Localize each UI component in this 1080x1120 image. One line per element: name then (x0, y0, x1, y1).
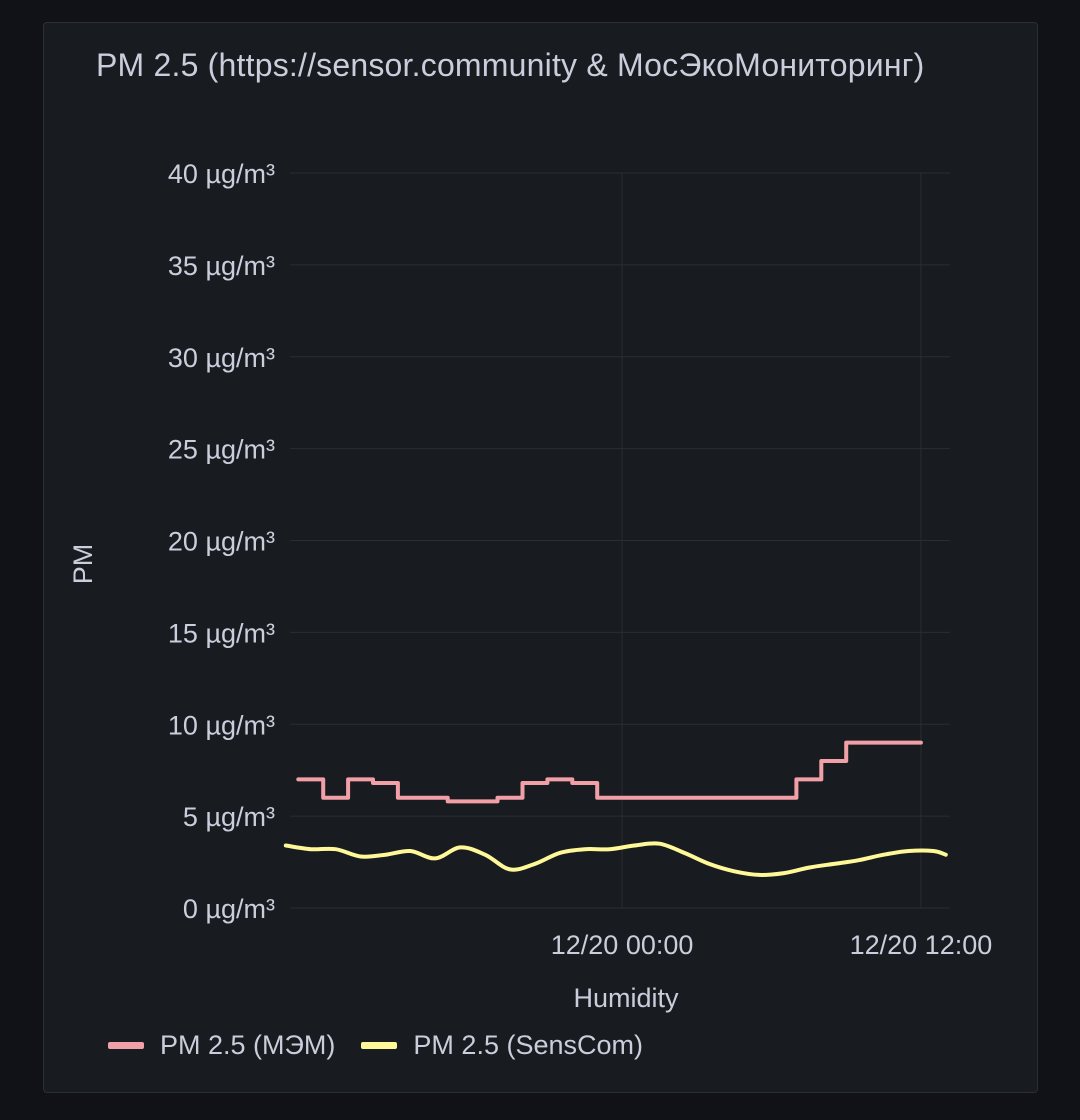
x-tick-label: 12/20 12:00 (850, 930, 993, 960)
x-axis-label: Humidity (573, 983, 679, 1013)
y-tick-label: 10 µg/m³ (168, 710, 275, 740)
y-tick-label: 20 µg/m³ (168, 527, 275, 557)
y-gridlines (290, 172, 950, 909)
legend: PM 2.5 (МЭМ) PM 2.5 (SensCom) (108, 1030, 643, 1061)
y-tick-labels: 0 µg/m³ 5 µg/m³ 10 µg/m³ 15 µg/m³ 20 µg/m³ 25… (168, 159, 275, 924)
y-tick-label: 30 µg/m³ (168, 343, 275, 373)
legend-label-senscom: PM 2.5 (SensCom) (413, 1030, 643, 1060)
x-tick-labels: 12/20 00:00 12/20 12:00 (551, 930, 993, 960)
y-tick-label: 35 µg/m³ (168, 251, 275, 281)
x-gridlines (621, 173, 922, 908)
series-layer (283, 740, 948, 877)
series-line-senscom (283, 841, 948, 877)
legend-swatch-mem (108, 1042, 144, 1049)
legend-item-senscom[interactable]: PM 2.5 (SensCom) (361, 1030, 643, 1061)
y-tick-label: 25 µg/m³ (168, 435, 275, 465)
y-tick-label: 5 µg/m³ (183, 802, 275, 832)
series-line-mem (296, 740, 923, 804)
line-chart: 0 µg/m³ 5 µg/m³ 10 µg/m³ 15 µg/m³ 20 µg/m³ 25… (68, 159, 993, 1013)
chart-panel: PM 2.5 (https://sensor.community & МосЭк… (43, 22, 1038, 1093)
y-tick-label: 0 µg/m³ (183, 894, 275, 924)
x-tick-label: 12/20 00:00 (551, 930, 694, 960)
y-tick-label: 40 µg/m³ (168, 159, 275, 189)
legend-label-mem: PM 2.5 (МЭМ) (160, 1030, 336, 1060)
y-axis-label: PM (68, 544, 98, 585)
legend-swatch-senscom (361, 1042, 398, 1049)
y-tick-label: 15 µg/m³ (168, 618, 275, 648)
legend-item-mem[interactable]: PM 2.5 (МЭМ) (108, 1030, 335, 1061)
